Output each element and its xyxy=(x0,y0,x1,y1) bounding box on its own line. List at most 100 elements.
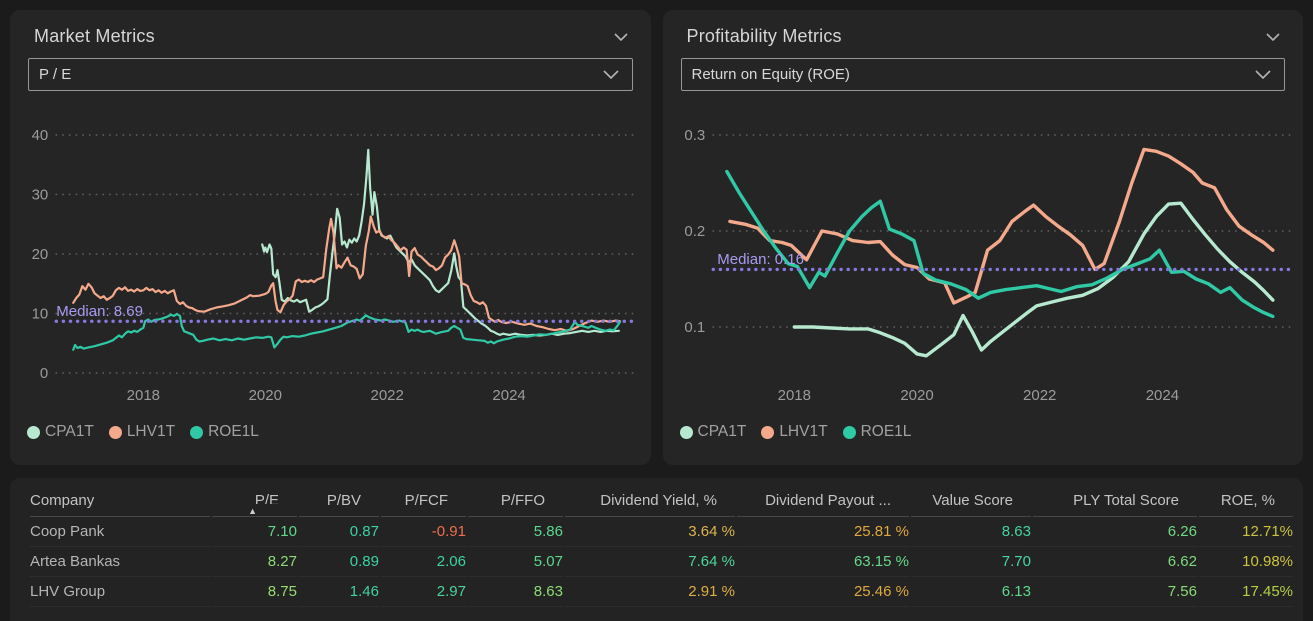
x-axis-tick-label: 2018 xyxy=(777,387,810,404)
metric-value-cell: 63.15 % xyxy=(737,547,909,577)
series-line-LHV1T xyxy=(72,215,622,332)
y-axis-tick-label: 0 xyxy=(40,365,48,382)
column-header-dividend-payout-[interactable]: Dividend Payout ... xyxy=(737,478,909,517)
metric-value-cell: 2.91 % xyxy=(565,577,735,607)
metric-value-cell: 10.98% xyxy=(1199,547,1293,577)
profitability-metrics-panel: Profitability Metrics Return on Equity (… xyxy=(662,10,1304,465)
x-axis-tick-label: 2020 xyxy=(900,387,933,404)
metric-value-cell: 6.26 xyxy=(1033,517,1197,547)
y-axis-tick-label: 20 xyxy=(32,246,49,263)
column-header-p-fcf[interactable]: P/FCF xyxy=(381,478,466,517)
chart-legend: CPA1T LHV1T ROE1L xyxy=(679,423,1304,441)
x-axis-tick-label: 2022 xyxy=(1023,387,1056,404)
column-header-company[interactable]: Company xyxy=(30,478,210,517)
y-axis-tick-label: 0.3 xyxy=(684,127,705,144)
series-line-ROE1L xyxy=(72,313,622,351)
legend-label: CPA1T xyxy=(697,423,747,440)
legend-label: LHV1T xyxy=(779,423,828,440)
company-name-cell: Coop Pank xyxy=(30,517,210,547)
metric-value-cell: 8.63 xyxy=(911,517,1031,547)
metric-value-cell: 7.64 % xyxy=(565,547,735,577)
legend-item-CPA1T[interactable]: CPA1T xyxy=(27,423,94,441)
metric-value-cell: 25.81 % xyxy=(737,517,909,547)
metric-value-cell: 3.64 % xyxy=(565,517,735,547)
series-line-CPA1T xyxy=(792,201,1275,358)
legend-label: CPA1T xyxy=(45,423,94,440)
metric-select[interactable]: P / E xyxy=(28,58,633,91)
series-line-LHV1T xyxy=(727,147,1275,305)
legend-dot-icon xyxy=(679,425,693,439)
metric-value-cell: 8.27 xyxy=(212,547,297,577)
charts-row: Market Metrics P / E 0 10 20 30 40 2018 2020 20… xyxy=(27,10,1304,465)
collapse-chevron-icon[interactable] xyxy=(613,32,629,42)
metric-value-cell: 12.71% xyxy=(1199,517,1293,547)
legend-label: ROE1L xyxy=(208,423,259,440)
column-header-label: P/E xyxy=(254,492,279,504)
y-axis-tick-label: 40 xyxy=(32,127,49,144)
column-header-p-bv[interactable]: P/BV xyxy=(299,478,379,517)
column-header-value-score[interactable]: Value Score xyxy=(911,478,1031,517)
x-axis-tick-label: 2022 xyxy=(370,387,403,404)
legend-item-LHV1T[interactable]: LHV1T xyxy=(761,423,828,441)
legend-item-ROE1L[interactable]: ROE1L xyxy=(190,423,259,441)
column-header-ply-total-score[interactable]: PLY Total Score xyxy=(1033,478,1197,517)
metric-value-cell: 7.56 xyxy=(1033,577,1197,607)
column-header-label: Dividend Yield, % xyxy=(600,492,717,509)
column-header-label: Company xyxy=(30,492,95,509)
column-header-p-ffo[interactable]: P/FFO xyxy=(468,478,563,517)
y-axis-tick-label: 30 xyxy=(32,187,49,204)
chart-legend: CPA1T LHV1T ROE1L xyxy=(27,423,651,441)
legend-label: LHV1T xyxy=(126,423,176,440)
legend-item-LHV1T[interactable]: LHV1T xyxy=(108,423,176,441)
metric-value-cell: 17.45% xyxy=(1199,577,1293,607)
metric-value-cell: 7.10 xyxy=(212,517,297,547)
column-header-label: P/FFO xyxy=(500,492,545,509)
y-axis-tick-label: 0.2 xyxy=(684,223,705,240)
profitability-metrics-header: Profitability Metrics xyxy=(687,26,1282,47)
market-metrics-header: Market Metrics xyxy=(34,26,629,47)
median-label: Median: 0.16 xyxy=(717,251,804,268)
column-header-label: ROE, % xyxy=(1220,492,1275,509)
metric-select-value: Return on Equity (ROE) xyxy=(691,66,850,83)
metric-select-value: P / E xyxy=(39,66,72,83)
column-header-label: PLY Total Score xyxy=(1073,492,1179,509)
x-axis-tick-label: 2020 xyxy=(249,387,282,404)
legend-dot-icon xyxy=(108,425,122,439)
company-metrics-table: Company P/E ▲ P/BV P/FCF P/FFO Dividend Yield,… xyxy=(10,478,1303,621)
panel-title: Profitability Metrics xyxy=(686,26,842,46)
metric-value-cell: 7.70 xyxy=(911,547,1031,577)
y-axis-tick-label: 0.1 xyxy=(684,319,705,336)
y-axis-tick-label: 10 xyxy=(32,306,49,323)
metric-value-cell: 8.75 xyxy=(212,577,297,607)
metric-value-cell: 8.63 xyxy=(468,577,563,607)
legend-dot-icon xyxy=(27,425,40,439)
panel-title: Market Metrics xyxy=(34,26,155,46)
legend-item-ROE1L[interactable]: ROE1L xyxy=(842,423,912,441)
metric-select[interactable]: Return on Equity (ROE) xyxy=(680,58,1285,91)
x-axis-tick-label: 2018 xyxy=(127,387,160,404)
metric-value-cell: 2.97 xyxy=(381,577,466,607)
column-header-label: P/BV xyxy=(326,492,361,509)
metric-value-cell: 6.62 xyxy=(1033,547,1197,577)
sort-ascending-icon: ▲ xyxy=(248,506,257,516)
legend-item-CPA1T[interactable]: CPA1T xyxy=(679,423,747,441)
company-name-cell: LHV Group xyxy=(30,577,210,607)
select-chevron-icon xyxy=(1255,70,1271,80)
legend-dot-icon xyxy=(190,425,204,439)
median-label: Median: 8.69 xyxy=(56,303,143,320)
metric-value-cell: 5.07 xyxy=(468,547,563,577)
company-name-cell: Artea Bankas xyxy=(30,547,210,577)
metric-value-cell: 25.46 % xyxy=(737,577,909,607)
column-header-dividend-yield-[interactable]: Dividend Yield, % xyxy=(565,478,735,517)
column-header-label: Value Score xyxy=(932,492,1013,509)
metric-value-cell: 1.46 xyxy=(299,577,379,607)
column-header-p-e[interactable]: P/E ▲ xyxy=(212,478,297,517)
metric-value-cell: 5.86 xyxy=(468,517,563,547)
legend-dot-icon xyxy=(761,425,775,439)
legend-label: ROE1L xyxy=(860,423,912,440)
series-line-CPA1T xyxy=(261,148,620,337)
collapse-chevron-icon[interactable] xyxy=(1265,32,1281,42)
metric-value-cell: -0.91 xyxy=(381,517,466,547)
column-header-roe-[interactable]: ROE, % xyxy=(1199,478,1293,517)
metric-value-cell: 0.89 xyxy=(299,547,379,577)
